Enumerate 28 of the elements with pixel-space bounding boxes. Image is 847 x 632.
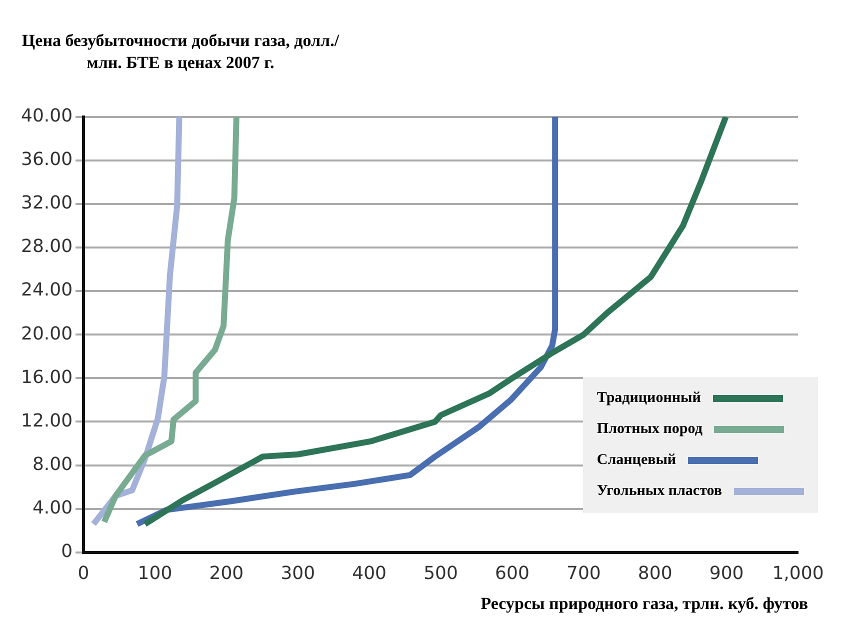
x-tick-label: 600: [495, 562, 530, 584]
y-tick-label: 24.00: [21, 280, 73, 301]
legend-label: Плотных пород: [596, 421, 702, 438]
legend-label: Традиционный: [596, 390, 701, 407]
legend-label: Сланцевый: [596, 452, 676, 469]
x-tick-label: 200: [209, 562, 244, 584]
y-tick-label: 32.00: [21, 192, 73, 214]
x-tick-label: 1,000: [772, 562, 824, 584]
y-tick-label: 0: [61, 541, 73, 562]
x-tick-label: 400: [352, 562, 386, 584]
y-tick-label: 12.00: [21, 410, 73, 432]
x-tick-label: 0: [78, 562, 90, 584]
y-tick-label: 8.00: [32, 454, 73, 475]
x-tick-label: 500: [424, 562, 458, 584]
x-tick-label: 800: [638, 562, 672, 584]
x-tick-label: 300: [280, 562, 316, 584]
y-tick-label: 36.00: [21, 149, 73, 170]
y-tick-label: 28.00: [21, 236, 73, 258]
x-tick-label: 900: [709, 562, 744, 584]
legend-label: Угольных пластов: [596, 483, 722, 500]
x-tick-label: 700: [566, 562, 601, 584]
y-tick-label: 4.00: [32, 498, 73, 519]
y-tick-label: 20.00: [21, 323, 73, 344]
x-axis-title: Ресурсы природного газа, трлн. куб. футов: [480, 594, 808, 614]
y-tick-label: 16.00: [21, 366, 73, 388]
x-tick-label: 100: [138, 562, 172, 584]
y-axis-title: Цена безубыточности добычи газа, долл./млн. БТЕ в ценах 2007 г.: [20, 30, 340, 74]
y-tick-label: 40.00: [21, 105, 73, 126]
